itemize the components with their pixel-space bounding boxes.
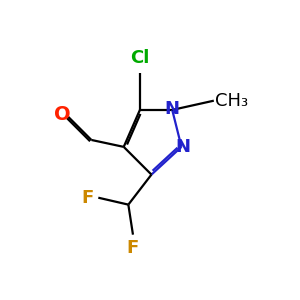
Text: N: N: [165, 100, 180, 118]
Text: N: N: [175, 138, 190, 156]
Text: O: O: [54, 105, 71, 124]
Text: Cl: Cl: [130, 49, 150, 67]
Text: F: F: [127, 239, 139, 257]
Text: F: F: [81, 189, 94, 207]
Text: CH₃: CH₃: [215, 92, 248, 110]
